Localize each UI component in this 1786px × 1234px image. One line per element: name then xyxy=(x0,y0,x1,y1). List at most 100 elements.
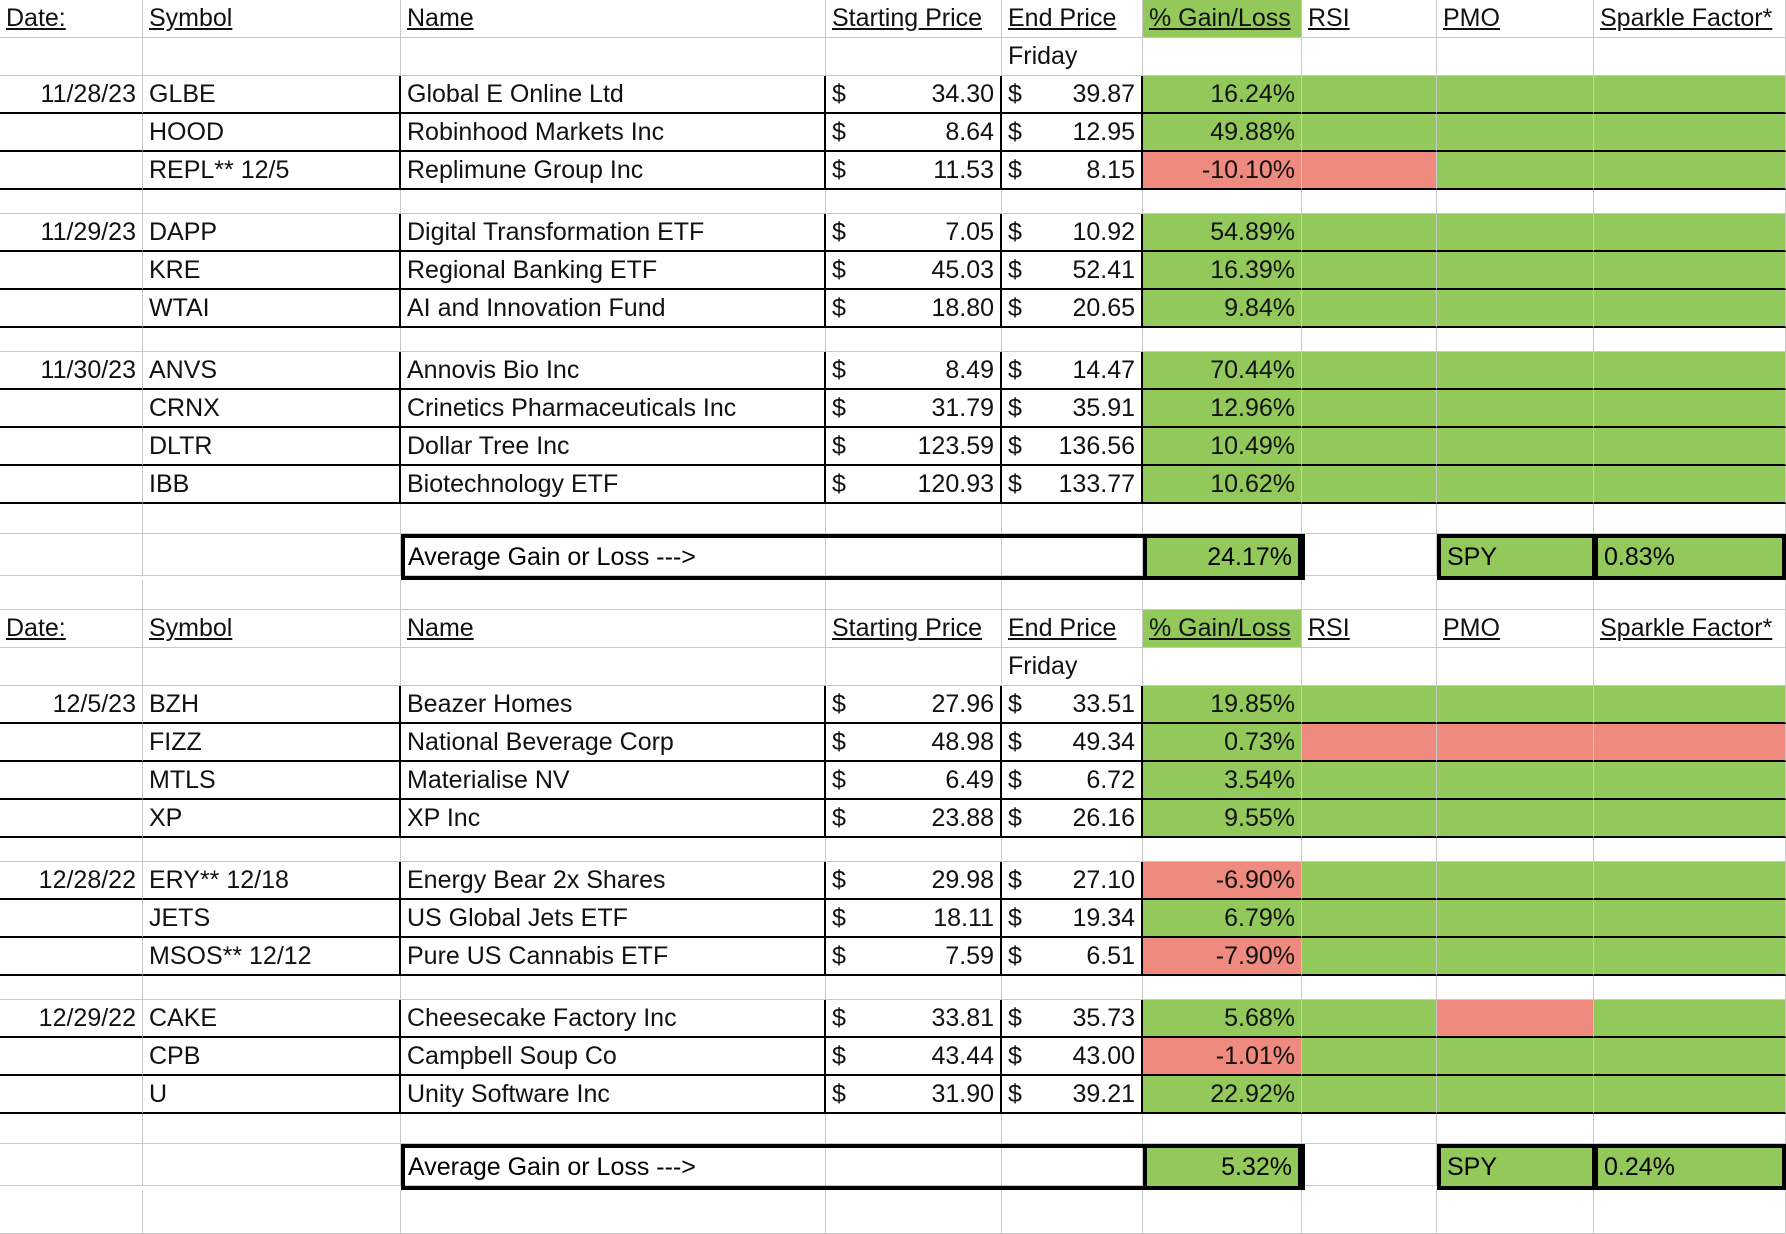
rsi-cell[interactable] xyxy=(1302,762,1437,800)
symbol-cell[interactable]: FIZZ xyxy=(143,724,401,762)
sparkle-factor-cell[interactable] xyxy=(1594,1000,1786,1038)
date-cell[interactable] xyxy=(0,1076,143,1114)
end-price-cell[interactable]: $136.56 xyxy=(1002,428,1143,466)
name-cell[interactable]: Digital Transformation ETF xyxy=(401,214,826,252)
symbol-cell[interactable]: ERY** 12/18 xyxy=(143,862,401,900)
header-name[interactable]: Name xyxy=(401,610,826,648)
rsi-cell[interactable] xyxy=(1302,352,1437,390)
empty-cell[interactable] xyxy=(1594,648,1786,686)
empty-cell[interactable] xyxy=(1002,190,1143,214)
empty-cell[interactable] xyxy=(1302,328,1437,352)
empty-cell[interactable] xyxy=(1002,1144,1143,1186)
pmo-cell[interactable] xyxy=(1437,466,1594,504)
starting-price-cell[interactable]: $11.53 xyxy=(826,152,1002,190)
empty-cell[interactable] xyxy=(143,976,401,1000)
end-price-cell[interactable]: $19.34 xyxy=(1002,900,1143,938)
empty-cell[interactable] xyxy=(1002,328,1143,352)
date-cell[interactable]: 12/29/22 xyxy=(0,1000,143,1038)
sparkle-factor-cell[interactable] xyxy=(1594,862,1786,900)
empty-cell[interactable] xyxy=(0,580,143,610)
pmo-cell[interactable] xyxy=(1437,76,1594,114)
starting-price-cell[interactable]: $8.49 xyxy=(826,352,1002,390)
header-name[interactable]: Name xyxy=(401,0,826,38)
gain-loss-cell[interactable]: 54.89% xyxy=(1143,214,1302,252)
symbol-cell[interactable]: U xyxy=(143,1076,401,1114)
empty-cell[interactable] xyxy=(1594,1190,1786,1234)
empty-cell[interactable] xyxy=(401,1114,826,1144)
empty-cell[interactable] xyxy=(1002,504,1143,534)
name-cell[interactable]: Replimune Group Inc xyxy=(401,152,826,190)
rsi-cell[interactable] xyxy=(1302,1076,1437,1114)
pmo-cell[interactable] xyxy=(1437,352,1594,390)
empty-cell[interactable] xyxy=(401,1144,826,1186)
name-cell[interactable]: Materialise NV xyxy=(401,762,826,800)
gain-loss-cell[interactable]: 9.55% xyxy=(1143,800,1302,838)
empty-cell[interactable] xyxy=(1143,648,1302,686)
gain-loss-cell[interactable]: 22.92% xyxy=(1143,1076,1302,1114)
header-pmo[interactable]: PMO xyxy=(1437,0,1594,38)
empty-cell[interactable] xyxy=(0,1144,143,1186)
end-price-cell[interactable]: $43.00 xyxy=(1002,1038,1143,1076)
empty-cell[interactable] xyxy=(1143,580,1302,610)
empty-cell[interactable] xyxy=(401,38,826,76)
symbol-cell[interactable]: DAPP xyxy=(143,214,401,252)
date-cell[interactable] xyxy=(0,800,143,838)
starting-price-cell[interactable]: $43.44 xyxy=(826,1038,1002,1076)
empty-cell[interactable] xyxy=(1437,38,1594,76)
sparkle-factor-cell[interactable] xyxy=(1594,762,1786,800)
empty-cell[interactable] xyxy=(143,580,401,610)
name-cell[interactable]: Beazer Homes xyxy=(401,686,826,724)
empty-cell[interactable] xyxy=(1594,328,1786,352)
empty-cell[interactable] xyxy=(0,504,143,534)
name-cell[interactable]: Campbell Soup Co xyxy=(401,1038,826,1076)
empty-cell[interactable] xyxy=(143,190,401,214)
date-cell[interactable] xyxy=(0,466,143,504)
empty-cell[interactable] xyxy=(0,190,143,214)
name-cell[interactable]: Annovis Bio Inc xyxy=(401,352,826,390)
gain-loss-cell[interactable]: 10.49% xyxy=(1143,428,1302,466)
starting-price-cell[interactable]: $29.98 xyxy=(826,862,1002,900)
empty-cell[interactable] xyxy=(826,648,1002,686)
rsi-cell[interactable] xyxy=(1302,76,1437,114)
empty-cell[interactable] xyxy=(143,648,401,686)
empty-cell[interactable] xyxy=(1302,838,1437,862)
name-cell[interactable]: Cheesecake Factory Inc xyxy=(401,1000,826,1038)
header-symbol[interactable]: Symbol xyxy=(143,610,401,648)
name-cell[interactable]: US Global Jets ETF xyxy=(401,900,826,938)
empty-cell[interactable] xyxy=(826,328,1002,352)
name-cell[interactable]: AI and Innovation Fund xyxy=(401,290,826,328)
gain-loss-cell[interactable]: 19.85% xyxy=(1143,686,1302,724)
empty-cell[interactable] xyxy=(401,648,826,686)
sparkle-factor-cell[interactable] xyxy=(1594,214,1786,252)
gain-loss-cell[interactable]: 16.39% xyxy=(1143,252,1302,290)
end-price-cell[interactable]: $52.41 xyxy=(1002,252,1143,290)
empty-cell[interactable] xyxy=(143,838,401,862)
gain-loss-cell[interactable]: 16.24% xyxy=(1143,76,1302,114)
rsi-cell[interactable] xyxy=(1302,1038,1437,1076)
starting-price-cell[interactable]: $123.59 xyxy=(826,428,1002,466)
empty-cell[interactable] xyxy=(1594,504,1786,534)
sparkle-factor-cell[interactable] xyxy=(1594,290,1786,328)
end-price-cell[interactable]: $10.92 xyxy=(1002,214,1143,252)
end-price-cell[interactable]: $12.95 xyxy=(1002,114,1143,152)
symbol-cell[interactable]: CAKE xyxy=(143,1000,401,1038)
header-end[interactable]: End Price xyxy=(1002,610,1143,648)
pmo-cell[interactable] xyxy=(1437,938,1594,976)
starting-price-cell[interactable]: $7.59 xyxy=(826,938,1002,976)
pmo-cell[interactable] xyxy=(1437,114,1594,152)
rsi-cell[interactable] xyxy=(1302,152,1437,190)
empty-cell[interactable] xyxy=(0,838,143,862)
rsi-cell[interactable] xyxy=(1302,252,1437,290)
empty-cell[interactable] xyxy=(143,328,401,352)
gain-loss-cell[interactable]: 6.79% xyxy=(1143,900,1302,938)
empty-cell[interactable] xyxy=(143,1190,401,1234)
starting-price-cell[interactable]: $120.93 xyxy=(826,466,1002,504)
name-cell[interactable]: National Beverage Corp xyxy=(401,724,826,762)
end-price-cell[interactable]: $14.47 xyxy=(1002,352,1143,390)
sparkle-factor-cell[interactable] xyxy=(1594,724,1786,762)
empty-cell[interactable] xyxy=(1437,1114,1594,1144)
header-start[interactable]: Starting Price xyxy=(826,610,1002,648)
sparkle-factor-cell[interactable] xyxy=(1594,152,1786,190)
symbol-cell[interactable]: MSOS** 12/12 xyxy=(143,938,401,976)
